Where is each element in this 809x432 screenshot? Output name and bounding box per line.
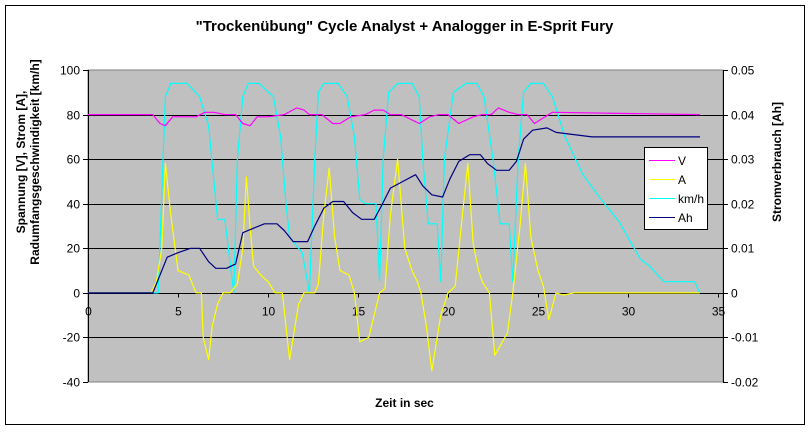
x-axis-label: Zeit in sec — [375, 396, 434, 410]
y-tick-label: 0 — [73, 287, 80, 301]
x-tick-label: 10 — [262, 305, 276, 319]
x-tick-label: 25 — [532, 305, 546, 319]
y2-tick-label: -0.02 — [731, 376, 759, 390]
legend-label-ah: Ah — [678, 210, 693, 225]
legend-swatch-kmh — [649, 198, 675, 199]
y-tick-label: 20 — [67, 242, 81, 256]
y-tick-label: -20 — [63, 331, 81, 345]
legend-label-kmh: km/h — [678, 191, 705, 206]
chart-title: "Trockenübung" Cycle Analyst + Analogger… — [195, 18, 614, 35]
x-tick-label: 20 — [442, 305, 456, 319]
y2-tick-label: 0.05 — [731, 64, 755, 78]
x-tick-label: 15 — [352, 305, 366, 319]
legend-item-a: A — [645, 170, 707, 189]
y2-tick-label: 0.01 — [731, 242, 755, 256]
legend-label-a: A — [678, 172, 687, 187]
legend-item-kmh: km/h — [645, 189, 707, 208]
legend-item-ah: Ah — [645, 208, 707, 227]
y2-tick-label: -0.01 — [731, 331, 759, 345]
series-line-v — [88, 107, 701, 127]
x-tick-label: 30 — [622, 305, 636, 319]
series-line-a — [88, 158, 700, 372]
x-tick-label: 35 — [712, 305, 726, 319]
legend-item-v: V — [645, 151, 707, 170]
y-tick-label: 60 — [67, 153, 81, 167]
y-tick-label: 100 — [60, 64, 80, 78]
y-tick-label: -40 — [63, 376, 81, 390]
y2-tick-label: 0.02 — [731, 198, 755, 212]
legend-swatch-a — [649, 179, 675, 180]
series-line-ah — [88, 127, 700, 294]
legend-swatch-v — [649, 160, 675, 161]
legend-label-v: V — [678, 153, 687, 168]
y2-tick-label: 0 — [731, 287, 738, 301]
x-tick-label: 0 — [85, 305, 92, 319]
legend-swatch-ah — [649, 217, 675, 218]
legend: V A km/h Ah — [644, 147, 708, 230]
y-tick-label: 40 — [67, 198, 81, 212]
y2-tick-label: 0.03 — [731, 153, 755, 167]
series-line-kmh — [88, 82, 701, 294]
y2-tick-label: 0.04 — [731, 109, 755, 123]
x-tick-label: 5 — [175, 305, 182, 319]
y-tick-label: 80 — [67, 109, 81, 123]
